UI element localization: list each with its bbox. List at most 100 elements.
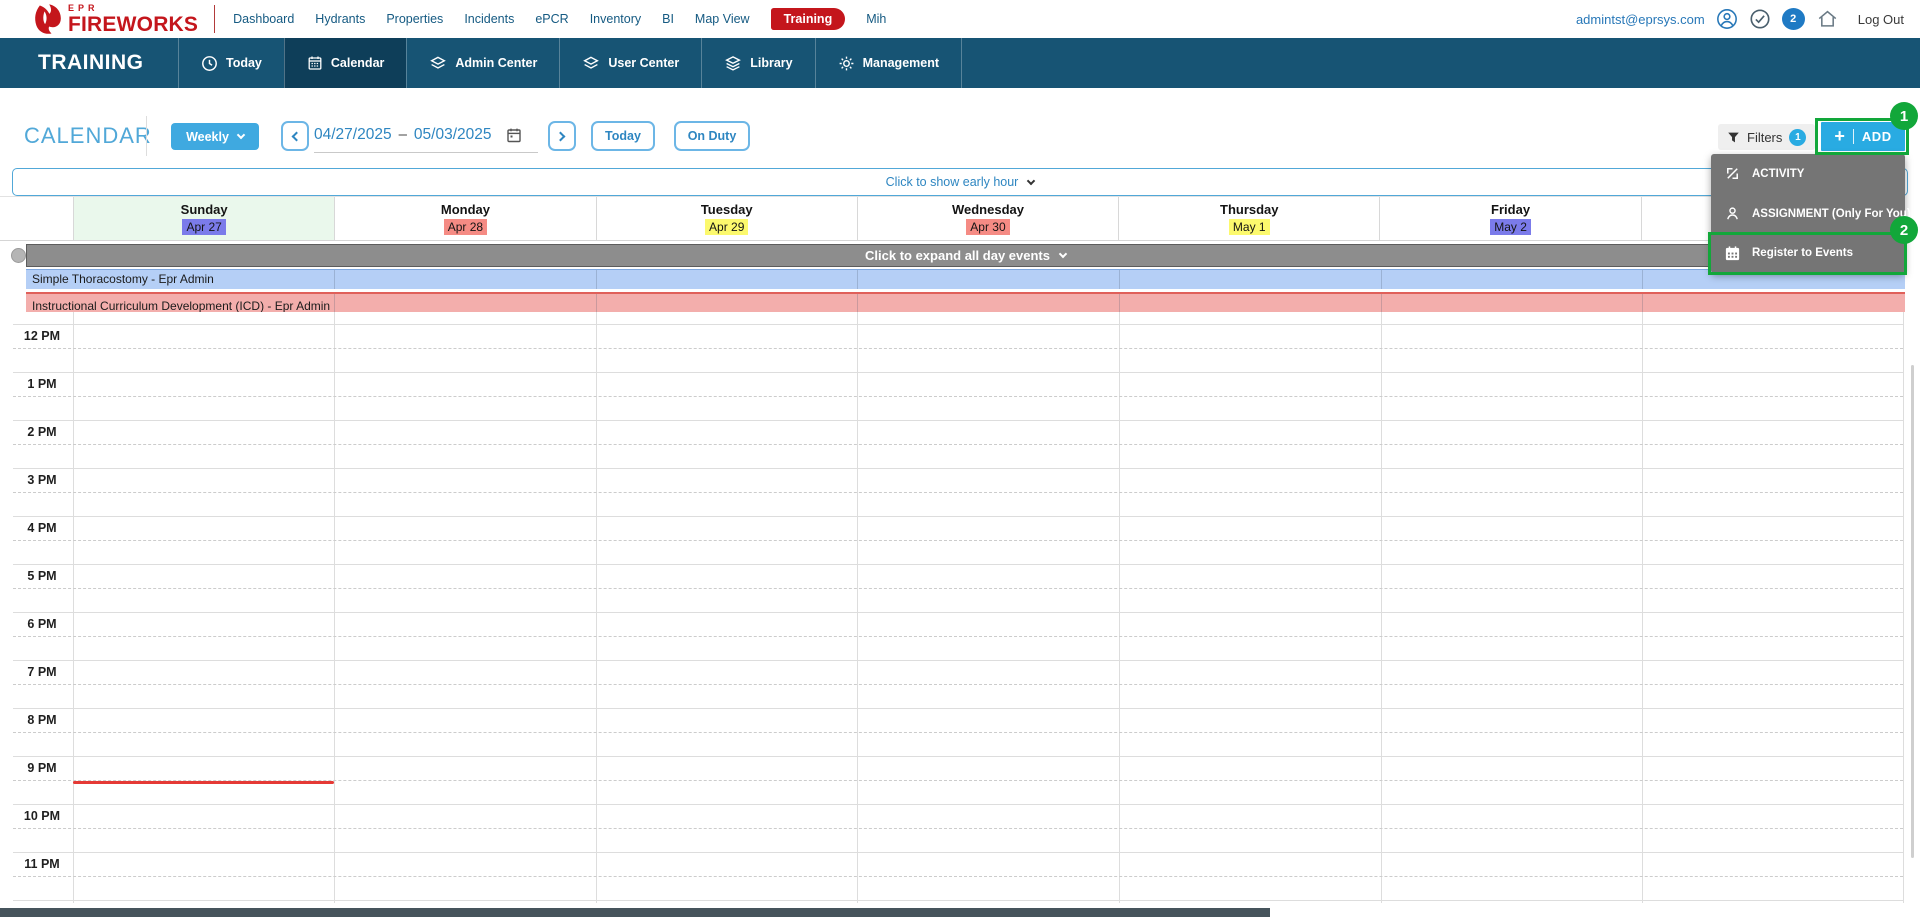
hour-row[interactable]: 9 PM: [13, 756, 1903, 804]
top-nav-item[interactable]: Map View: [694, 12, 750, 26]
clock-icon: [201, 55, 218, 72]
time-grid[interactable]: 12 PM 1 PM 2 PM 3 PM 4 PM 5 PM 6 PM: [13, 324, 1903, 901]
menu-item-assignment[interactable]: ASSIGNMENT (Only For You): [1711, 194, 1911, 234]
top-nav-items: Dashboard Hydrants Properties Incidents …: [233, 8, 886, 30]
chevron-right-icon: [555, 131, 566, 141]
filters-button[interactable]: Filters 1: [1718, 124, 1816, 150]
today-button[interactable]: Today: [591, 121, 655, 151]
footer-bar: [0, 908, 1270, 917]
notification-count: 2: [1790, 13, 1797, 25]
event-title: Simple Thoracostomy - Epr Admin: [32, 272, 214, 286]
top-nav-item[interactable]: Hydrants: [315, 12, 366, 26]
top-nav-item[interactable]: Incidents: [464, 12, 515, 26]
hour-label: 5 PM: [27, 569, 57, 583]
day-name: Tuesday: [700, 202, 753, 217]
stacked-layers-icon: [724, 55, 742, 72]
event-title: Instructional Curriculum Development (IC…: [32, 299, 331, 312]
home-icon[interactable]: [1816, 8, 1839, 30]
tab-admin-center[interactable]: Admin Center: [406, 38, 559, 88]
calendar-grid-icon: [1724, 245, 1741, 262]
all-day-event[interactable]: Instructional Curriculum Development (IC…: [26, 292, 1905, 312]
grid-column-line: [334, 312, 335, 903]
view-mode-select[interactable]: Weekly: [171, 123, 259, 150]
logo-epr-text: EPR: [68, 2, 99, 13]
tab-management[interactable]: Management: [814, 38, 963, 88]
next-week-button[interactable]: [548, 121, 576, 151]
tab-calendar[interactable]: Calendar: [283, 38, 407, 88]
toolbar-divider: [146, 116, 147, 156]
hour-row[interactable]: 5 PM: [13, 564, 1903, 612]
all-day-events-section: Click to expand all day events Simple Th…: [0, 241, 1920, 312]
time-gutter-header: [0, 197, 73, 240]
day-header-cell[interactable]: Monday Apr 28: [334, 197, 596, 240]
hour-label: 7 PM: [27, 665, 57, 679]
vertical-scrollbar[interactable]: [1911, 365, 1914, 858]
top-nav-right: admintst@eprsys.com 2 Log Out: [1576, 8, 1904, 30]
day-name: Sunday: [180, 202, 228, 217]
hour-row[interactable]: 6 PM: [13, 612, 1903, 660]
datepicker-icon[interactable]: [506, 127, 522, 143]
hour-row[interactable]: 10 PM: [13, 804, 1903, 852]
day-header-cell[interactable]: Thursday May 1: [1118, 197, 1380, 240]
plus-icon: +: [1834, 125, 1845, 146]
check-circle-icon[interactable]: [1749, 8, 1771, 30]
page-title: CALENDAR: [24, 123, 152, 148]
grid-column-line: [1381, 312, 1382, 903]
top-nav-item[interactable]: Training: [770, 8, 846, 30]
expand-all-day-events-bar[interactable]: Click to expand all day events: [26, 244, 1905, 267]
hour-row[interactable]: 1 PM: [13, 372, 1903, 420]
hour-row[interactable]: 2 PM: [13, 420, 1903, 468]
date-range-separator: –: [398, 126, 407, 143]
tab-library[interactable]: Library: [701, 38, 814, 88]
menu-item-register-to-events[interactable]: Register to Events: [1711, 233, 1905, 273]
day-header-cell[interactable]: Tuesday Apr 29: [595, 197, 857, 240]
hour-row[interactable]: 8 PM: [13, 708, 1903, 756]
date-range-field[interactable]: 04/27/2025 – 05/03/2025: [314, 121, 538, 153]
hour-row[interactable]: 4 PM: [13, 516, 1903, 564]
date-range-end[interactable]: 05/03/2025: [413, 125, 492, 143]
top-nav-item[interactable]: Dashboard: [233, 12, 295, 26]
top-nav-item[interactable]: Mih: [866, 12, 887, 26]
day-header-cell[interactable]: Friday May 2: [1379, 197, 1641, 240]
show-early-hour-bar[interactable]: Click to show early hour: [12, 168, 1908, 196]
on-duty-button[interactable]: On Duty: [674, 121, 750, 151]
day-header-cell[interactable]: Sunday Apr 27: [73, 197, 335, 240]
menu-item-activity[interactable]: ACTIVITY: [1711, 154, 1905, 194]
date-range-start[interactable]: 04/27/2025: [314, 125, 392, 143]
tab-user-center[interactable]: User Center: [559, 38, 701, 88]
top-nav-item[interactable]: ePCR: [535, 12, 569, 26]
day-date-badge: Apr 30: [966, 219, 1010, 235]
hour-row[interactable]: 7 PM: [13, 660, 1903, 708]
top-nav-item[interactable]: Properties: [386, 12, 444, 26]
grid-column-line: [1119, 312, 1120, 903]
hour-label: 11 PM: [24, 857, 60, 871]
top-nav-item[interactable]: BI: [662, 12, 674, 26]
add-button[interactable]: + ADD: [1821, 122, 1905, 151]
top-nav-item[interactable]: Inventory: [589, 12, 642, 26]
hour-row[interactable]: 3 PM: [13, 468, 1903, 516]
day-date-badge: Apr 29: [705, 219, 749, 235]
day-header-cell[interactable]: Wednesday Apr 30: [856, 197, 1119, 240]
user-email[interactable]: admintst@eprsys.com: [1575, 11, 1705, 27]
drag-handle-icon[interactable]: [11, 248, 26, 263]
logo-divider: [214, 5, 216, 33]
hour-row[interactable]: 11 PM: [13, 852, 1903, 900]
training-tabs: Today Calendar Admin Center User Center …: [178, 38, 963, 88]
current-time-indicator: [73, 781, 334, 784]
notifications-bubble-icon[interactable]: 2: [1781, 8, 1805, 30]
prev-week-button[interactable]: [281, 121, 309, 151]
expand-arrows-icon: [1724, 165, 1741, 182]
logout-button[interactable]: Log Out: [1857, 11, 1904, 27]
grid-column-line: [857, 312, 858, 903]
app-logo[interactable]: EPR FIREWORKS: [34, 2, 198, 35]
day-name: Thursday: [1220, 202, 1279, 217]
hour-label: 8 PM: [27, 713, 57, 727]
chevron-down-icon: [1058, 249, 1068, 259]
tab-today[interactable]: Today: [178, 38, 284, 88]
grid-column-line: [1642, 312, 1643, 903]
user-avatar-icon[interactable]: [1716, 8, 1738, 30]
all-day-event[interactable]: Simple Thoracostomy - Epr Admin: [26, 269, 1905, 289]
hour-row[interactable]: 12 PM: [13, 324, 1903, 372]
person-icon: [1724, 205, 1741, 222]
day-date-badge: May 2: [1490, 219, 1531, 235]
